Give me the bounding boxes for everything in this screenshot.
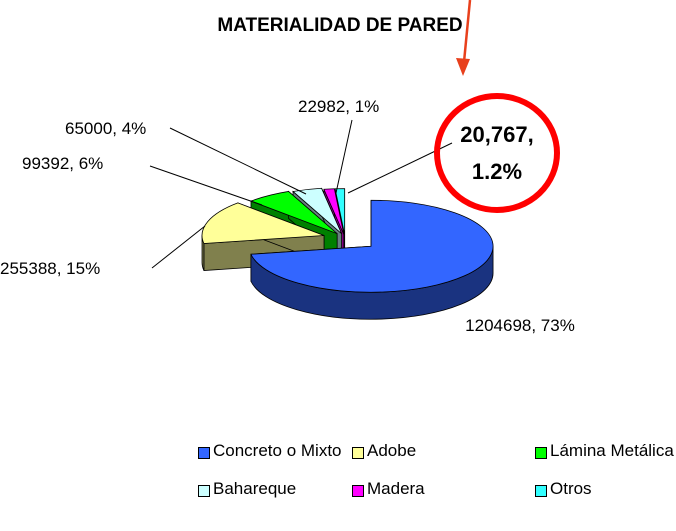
data-label: 99392, 6%: [22, 154, 104, 173]
data-label: 255388, 15%: [0, 259, 101, 278]
legend-swatch: [535, 485, 547, 497]
leader-line: [149, 165, 263, 206]
legend-swatch: [198, 485, 210, 497]
legend-swatch: [352, 485, 364, 497]
legend-label: Adobe: [367, 441, 417, 460]
legend-label: Madera: [367, 479, 425, 498]
legend-swatch: [535, 447, 547, 459]
leader-line: [169, 127, 307, 195]
data-label: 20,767, 1.2%: [460, 122, 534, 184]
pie-slice: [292, 187, 342, 234]
legend-label: Lámina Metálica: [550, 441, 674, 460]
legend-swatch: [198, 447, 210, 459]
legend-label: Bahareque: [213, 479, 297, 498]
pie-slice: [250, 199, 494, 293]
pie-slice: [323, 188, 345, 235]
chart-title: MATERIALIDAD DE PARED: [217, 15, 462, 36]
data-label: 65000, 4%: [65, 119, 147, 138]
highlight-arrow: [462, 0, 472, 63]
data-label: 1204698, 73%: [465, 316, 575, 335]
legend-label: Otros: [550, 479, 592, 498]
legend-label: Concreto o Mixto: [213, 441, 342, 460]
pie-slice: [201, 202, 325, 244]
highlight-circle: [434, 93, 560, 213]
leader-line: [335, 119, 353, 194]
leader-line: [151, 225, 206, 269]
data-label: 22982, 1%: [298, 97, 380, 116]
arrow-head: [456, 58, 470, 76]
pie-slice: [334, 188, 346, 235]
legend-swatch: [352, 447, 364, 459]
